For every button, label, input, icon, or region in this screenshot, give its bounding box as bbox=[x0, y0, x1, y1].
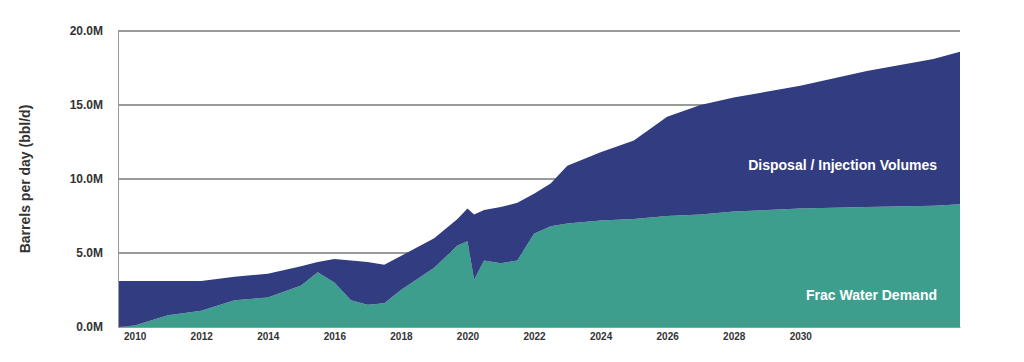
tick: 2010 bbox=[124, 327, 147, 342]
plot: Frac Water Demand Disposal / Injection Vo… bbox=[70, 24, 961, 342]
tick-label: 2026 bbox=[657, 331, 680, 342]
grid bbox=[118, 31, 960, 327]
area bbox=[118, 52, 960, 327]
tick-label: 20.0M bbox=[70, 24, 103, 38]
tick-label: 2012 bbox=[191, 331, 214, 342]
tick-label: 15.0M bbox=[70, 98, 103, 112]
tick-label: 2018 bbox=[390, 331, 413, 342]
tick-label: 10.0M bbox=[70, 172, 103, 186]
tick: 2014 bbox=[257, 327, 280, 342]
tick: 2030 bbox=[790, 327, 813, 342]
tick-label: 2014 bbox=[257, 331, 280, 342]
axis-title: Barrels per day (bbl/d) bbox=[17, 105, 33, 254]
x-axis: 2010 2012 2014 2016 2018 2020 2022 2024 2026 2028… bbox=[119, 327, 961, 342]
tick: 20.0M bbox=[70, 24, 118, 38]
tick: 2020 bbox=[457, 327, 480, 342]
axis-line bbox=[118, 32, 119, 328]
tick: 15.0M bbox=[70, 98, 118, 112]
tick: 10.0M bbox=[70, 172, 118, 186]
tick-label: 2030 bbox=[790, 331, 813, 342]
axis-line bbox=[119, 327, 961, 328]
tick-label: 2020 bbox=[457, 331, 480, 342]
tick: 2018 bbox=[390, 327, 413, 342]
tick-label: 2028 bbox=[723, 331, 746, 342]
tick: 5.0M bbox=[76, 246, 118, 260]
tick: 2024 bbox=[590, 327, 613, 342]
tick-label: 0.0M bbox=[76, 320, 103, 334]
tick: 2026 bbox=[657, 327, 680, 342]
tick: 2022 bbox=[523, 327, 546, 342]
series-label: Disposal / Injection Volumes bbox=[748, 157, 937, 173]
tick: 0.0M bbox=[76, 320, 118, 334]
grid-line bbox=[118, 30, 960, 32]
tick-label: 2010 bbox=[124, 331, 147, 342]
tick: 2016 bbox=[324, 327, 347, 342]
tick: 2012 bbox=[191, 327, 214, 342]
tick: 2028 bbox=[723, 327, 746, 342]
tick-label: 2024 bbox=[590, 331, 613, 342]
areas bbox=[118, 52, 960, 327]
tick-label: 2016 bbox=[324, 331, 347, 342]
tick-label: 2022 bbox=[523, 331, 546, 342]
tick-label: 5.0M bbox=[76, 246, 103, 260]
chart: Frac Water Demand Disposal / Injection Vo… bbox=[0, 0, 1024, 362]
series-label: Frac Water Demand bbox=[806, 287, 937, 303]
y-axis: 0.0M 5.0M 10.0M 15.0M 20.0M bbox=[70, 24, 119, 334]
